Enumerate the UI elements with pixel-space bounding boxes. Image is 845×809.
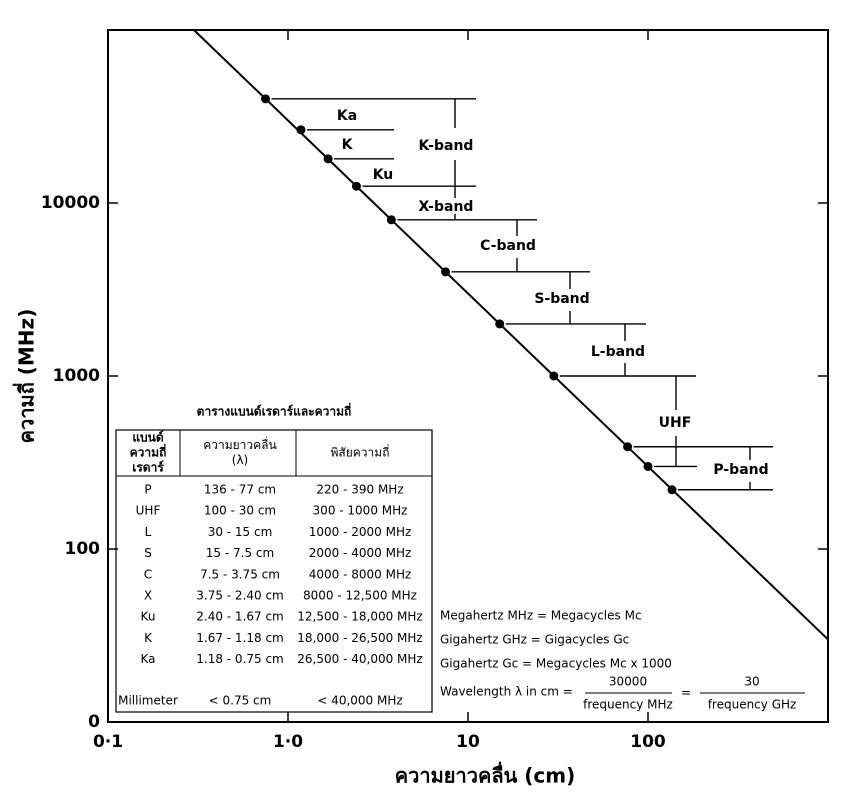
band-point: [386, 215, 396, 225]
table-header: ความยาวคลื่น: [203, 436, 277, 452]
band-label: K: [342, 137, 354, 153]
table-cell: X: [144, 589, 152, 603]
note: Gigahertz GHz = Gigacycles Gc: [440, 633, 629, 647]
table-cell: L: [145, 525, 152, 539]
table-cell: 2.40 - 1.67 cm: [196, 610, 284, 624]
y-tick-label: 0: [88, 712, 100, 732]
table-cell: 18,000 - 26,500 MHz: [297, 631, 422, 645]
table-cell: 15 - 7.5 cm: [206, 546, 274, 560]
y-axis-label: ความถี่ (MHz): [12, 309, 39, 444]
band-label: Ka: [337, 108, 357, 124]
band-label: C-band: [480, 238, 536, 254]
table-cell: P: [144, 483, 151, 497]
table-cell: Millimeter: [118, 694, 178, 708]
table-cell: Ka: [140, 652, 155, 666]
x-tick-label: 10: [456, 732, 480, 752]
table-cell: 26,500 - 40,000 MHz: [297, 652, 422, 666]
formula-part: 30000: [609, 675, 647, 689]
table-cell: 8000 - 12,500 MHz: [303, 589, 417, 603]
band-label: L-band: [591, 344, 645, 360]
band-point: [623, 442, 633, 452]
band-label: K-band: [419, 138, 474, 154]
table-title: ตารางแบนด์เรดาร์และความถี่: [197, 403, 352, 419]
table-header: (λ): [232, 453, 248, 467]
band-point: [351, 181, 361, 191]
band-point: [441, 267, 451, 277]
formula-part: frequency GHz: [708, 698, 797, 712]
table-cell: 100 - 30 cm: [204, 504, 276, 518]
table-cell: K: [144, 631, 153, 645]
y-tick-label: 100: [65, 539, 101, 559]
x-tick-label: 1·0: [273, 732, 303, 752]
table-header: พิสัยความถี่: [331, 444, 390, 460]
table-box: [115, 429, 433, 713]
table-cell: < 0.75 cm: [209, 694, 272, 708]
table-cell: 2000 - 4000 MHz: [309, 546, 412, 560]
table-cell: 3.75 - 2.40 cm: [196, 589, 284, 603]
band-point: [549, 371, 559, 381]
band-point: [261, 94, 271, 104]
table-cell: 1000 - 2000 MHz: [309, 525, 412, 539]
table-cell: 220 - 390 MHz: [316, 483, 403, 497]
band-point: [323, 154, 333, 164]
y-tick-label: 1000: [53, 366, 100, 386]
table-cell: 30 - 15 cm: [208, 525, 273, 539]
table-cell: 300 - 1000 MHz: [313, 504, 408, 518]
band-label: S-band: [534, 291, 589, 307]
band-point: [643, 461, 653, 471]
formula-part: 30: [744, 675, 759, 689]
band-label: Ku: [373, 167, 394, 183]
y-tick-label: 10000: [41, 193, 100, 213]
table-header: แบนด์: [132, 431, 164, 445]
x-tick-label: 100: [630, 732, 666, 752]
table-cell: S: [144, 546, 152, 560]
formula-part: Wavelength λ in cm =: [440, 685, 573, 699]
table-cell: Ku: [141, 610, 156, 624]
note: Megahertz MHz = Megacycles Mc: [440, 609, 642, 623]
table-cell: C: [144, 567, 152, 581]
table-cell: 7.5 - 3.75 cm: [200, 567, 280, 581]
formula-part: frequency MHz: [583, 698, 673, 712]
table-cell: 4000 - 8000 MHz: [309, 567, 412, 581]
band-point: [667, 485, 677, 495]
band-label: X-band: [419, 199, 474, 215]
x-axis-label: ความยาวคลื่น (cm): [395, 761, 575, 788]
table-cell: 1.67 - 1.18 cm: [196, 631, 284, 645]
band-label: P-band: [713, 462, 768, 478]
x-tick-label: 0·1: [93, 732, 123, 752]
table-cell: UHF: [136, 504, 161, 518]
table-cell: < 40,000 MHz: [317, 694, 402, 708]
table-cell: 12,500 - 18,000 MHz: [297, 610, 422, 624]
table-cell: 136 - 77 cm: [204, 483, 276, 497]
band-point: [495, 319, 505, 329]
table-header: เรดาร์: [132, 461, 164, 475]
table-header: ความถี่: [130, 444, 167, 460]
note: Gigahertz Gc = Megacycles Mc x 1000: [440, 657, 672, 671]
band-point: [296, 125, 306, 135]
table-cell: 1.18 - 0.75 cm: [196, 652, 284, 666]
formula-part: =: [681, 686, 691, 700]
band-label: UHF: [659, 415, 692, 431]
